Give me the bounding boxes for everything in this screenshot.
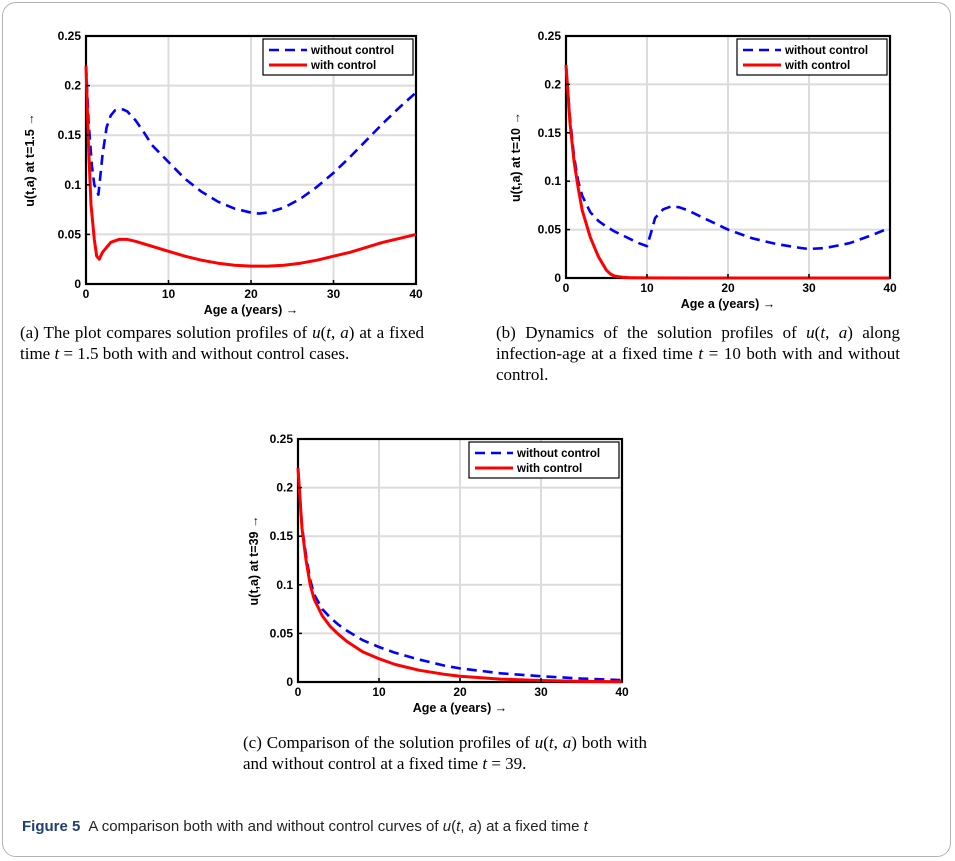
y-axis-label: u(t,a) at t=1.5 →	[23, 113, 37, 206]
x-tick-label: 20	[244, 287, 258, 301]
legend-box	[262, 38, 414, 76]
legend-label: without control	[516, 448, 600, 460]
legend-label: without control	[784, 45, 868, 57]
y-tick-label: 0	[554, 271, 561, 285]
x-tick-label: 0	[295, 685, 302, 699]
x-tick-label: 10	[162, 287, 176, 301]
caption-a: (a) The plot compares solution profiles …	[20, 323, 424, 363]
x-tick-label: 40	[883, 281, 897, 295]
x-axis-label: Age a (years) →	[204, 303, 298, 317]
legend-label: without control	[310, 45, 394, 57]
y-tick-label: 0.1	[544, 174, 561, 188]
x-tick-label: 30	[327, 287, 341, 301]
legend: without control with control	[262, 38, 414, 76]
legend: without control with control	[736, 38, 888, 76]
y-axis-label: u(t,a) at t=39 →	[247, 516, 261, 606]
x-tick-label: 0	[83, 287, 90, 301]
y-tick-label: 0.25	[538, 29, 562, 43]
y-tick-label: 0	[286, 675, 293, 689]
series-with-control	[84, 65, 417, 268]
y-tick-label: 0.05	[58, 227, 82, 241]
x-tick-label: 20	[721, 281, 735, 295]
x-tick-label: 10	[640, 281, 654, 295]
series-with-control	[296, 468, 623, 684]
y-tick-label: 0.25	[58, 29, 82, 43]
x-tick-label: 10	[372, 685, 386, 699]
chart-a: 0 10 20 30 40 0 0.05 0.1 0.15 0.2 0.25 Age a (years…	[23, 29, 423, 317]
y-tick-label: 0.2	[544, 77, 561, 91]
legend-label: with control	[516, 463, 582, 475]
y-tick-label: 0.05	[270, 626, 294, 640]
chart-c: 0 10 20 30 40 0 0.05 0.1 0.15 0.2 0.25 Age a (years…	[247, 432, 629, 715]
caption-b: (b) Dynamics of the solution profiles of…	[496, 323, 901, 384]
x-axis-label: Age a (years) →	[681, 297, 775, 311]
figure-caption-text: A comparison both with and without contr…	[88, 818, 588, 835]
figure-label: Figure 5	[22, 818, 81, 835]
y-tick-label: 0.1	[64, 178, 81, 192]
x-tick-label: 30	[534, 685, 548, 699]
x-tick-label: 40	[409, 287, 423, 301]
y-axis-label: u(t,a) at t=10 →	[509, 112, 523, 202]
y-tick-label: 0.25	[270, 432, 294, 446]
x-axis-label: Age a (years) →	[413, 701, 507, 715]
y-tick-label: 0	[74, 277, 81, 291]
x-tick-label: 0	[563, 281, 570, 295]
series-without-control	[84, 65, 417, 215]
legend-box	[736, 38, 888, 76]
x-tick-label: 30	[802, 281, 816, 295]
chart-b: 0 10 20 30 40 0 0.05 0.1 0.15 0.2 0.25 Age a (years…	[509, 29, 897, 311]
y-tick-label: 0.15	[270, 529, 294, 543]
legend-label: with control	[310, 60, 376, 72]
y-tick-label: 0.1	[276, 578, 293, 592]
series-with-control	[564, 64, 890, 280]
caption-c: (c) Comparison of the solution profiles …	[243, 733, 648, 773]
y-tick-label: 0.15	[58, 128, 82, 142]
y-tick-label: 0.2	[276, 481, 293, 495]
figure-caption: Figure 5 A comparison both with and witho…	[22, 818, 588, 835]
y-tick-label: 0.2	[64, 79, 81, 93]
x-tick-label: 40	[615, 685, 629, 699]
legend-label: with control	[784, 60, 850, 72]
legend-box	[468, 441, 620, 479]
y-tick-label: 0.15	[538, 126, 562, 140]
series-without-control	[564, 64, 891, 251]
x-tick-label: 20	[453, 685, 467, 699]
y-tick-label: 0.05	[538, 223, 562, 237]
legend: without control with control	[468, 441, 620, 479]
